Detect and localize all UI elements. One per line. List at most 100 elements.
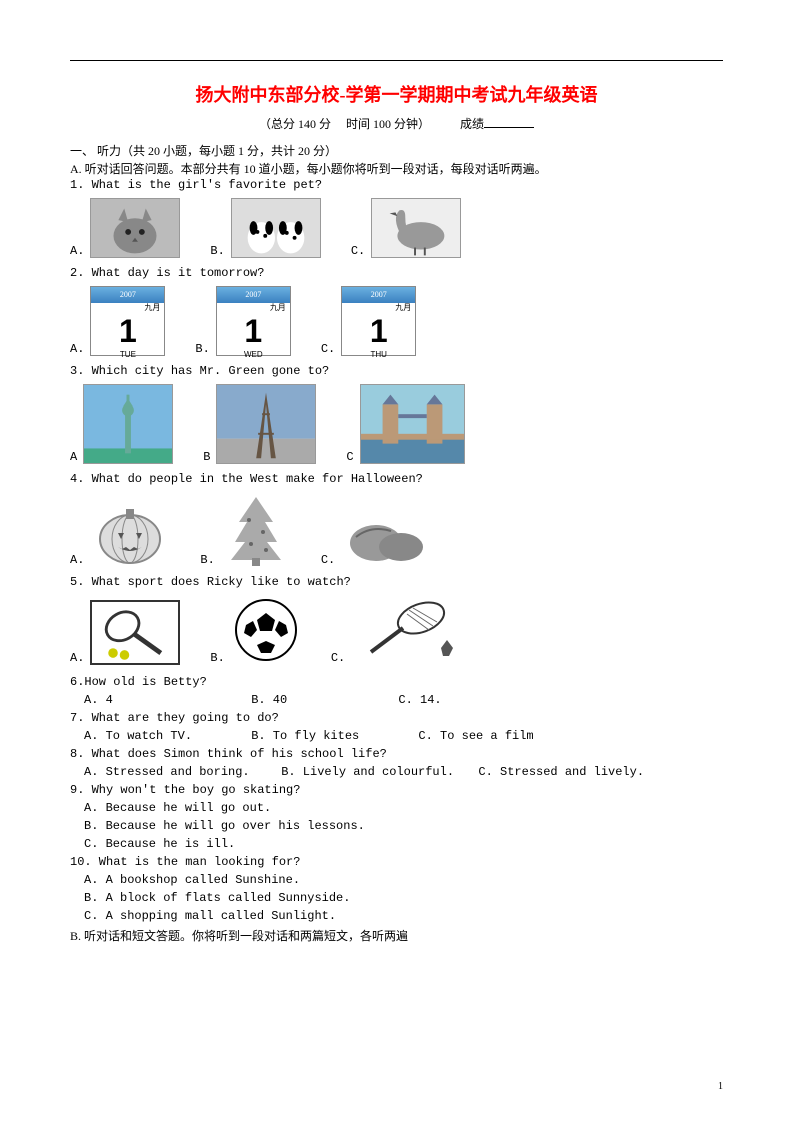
q5-label-a: A. <box>70 651 84 665</box>
q8: 8. What does Simon think of his school l… <box>70 745 723 781</box>
q6-c: C. 14. <box>398 693 441 707</box>
part-b-instruction: B. 听对话和短文答题。你将听到一段对话和两篇短文，各听两遍 <box>70 927 723 945</box>
meat-image <box>341 507 431 567</box>
cal-year-a: 2007 <box>91 287 164 303</box>
calendar-b: 2007 九月 1 WED <box>216 286 291 356</box>
q1-text: 1. What is the girl's favorite pet? <box>70 178 723 192</box>
q10-a: A. A bookshop called Sunshine. <box>70 871 723 889</box>
cal-month-b: 九月 <box>217 303 290 313</box>
q2-label-c: C. <box>321 342 335 356</box>
q8-text: 8. What does Simon think of his school l… <box>70 747 387 761</box>
q9-c: C. Because he is ill. <box>70 835 723 853</box>
q2-options: A. 2007 九月 1 TUE B. 2007 九月 1 WED C. 200… <box>70 286 723 356</box>
q5-label-c: C. <box>331 651 345 665</box>
q8-b: B. Lively and colourful. <box>281 763 471 781</box>
calendar-a: 2007 九月 1 TUE <box>90 286 165 356</box>
exam-subtitle: （总分 140 分 时间 100 分钟） 成绩 <box>70 115 723 132</box>
q4-label-c: C. <box>321 553 335 567</box>
cal-day-c: 1 <box>342 313 415 350</box>
pumpkin-image <box>90 497 170 567</box>
eiffel-image <box>216 384 316 464</box>
total-score: （总分 140 分 <box>259 117 331 131</box>
q1-option-b: B. <box>210 198 320 258</box>
q2-label-b: B. <box>195 342 209 356</box>
q1-label-b: B. <box>210 244 224 258</box>
cal-month-a: 九月 <box>91 303 164 313</box>
q4-option-c: C. <box>321 507 431 567</box>
q7-b: B. To fly kites <box>251 727 411 745</box>
q10: 10. What is the man looking for? A. A bo… <box>70 853 723 925</box>
q10-c: C. A shopping mall called Sunlight. <box>70 907 723 925</box>
q7-text: 7. What are they going to do? <box>70 711 279 725</box>
goose-image <box>371 198 461 258</box>
q2-option-b: B. 2007 九月 1 WED <box>195 286 290 356</box>
q9-a: A. Because he will go out. <box>70 799 723 817</box>
q10-text: 10. What is the man looking for? <box>70 855 300 869</box>
q6-a: A. 4 <box>84 691 244 709</box>
q4-label-a: A. <box>70 553 84 567</box>
q4-label-b: B. <box>200 553 214 567</box>
q5-label-b: B. <box>210 651 224 665</box>
score-label: 成绩 <box>460 117 484 131</box>
q4-options: A. B. C. <box>70 492 723 567</box>
q3-label-c: C <box>346 450 353 464</box>
calendar-c: 2007 九月 1 THU <box>341 286 416 356</box>
q1-option-a: A. <box>70 198 180 258</box>
cal-month-c: 九月 <box>342 303 415 313</box>
q6-b: B. 40 <box>251 691 391 709</box>
section1-heading: 一、 听力（共 20 小题，每小题 1 分，共计 20 分） <box>70 142 723 160</box>
cal-dow-b: WED <box>217 350 290 359</box>
q5-option-b: B. <box>210 595 300 665</box>
liberty-image <box>83 384 173 464</box>
q3-label-a: A <box>70 450 77 464</box>
cal-day-a: 1 <box>91 313 164 350</box>
header-rule <box>70 60 723 61</box>
q3-option-c: C <box>346 384 464 464</box>
badminton-image <box>351 600 461 665</box>
q3-option-b: B <box>203 384 316 464</box>
exam-title: 扬大附中东部分校-学第一学期期中考试九年级英语 <box>70 81 723 107</box>
q5-text: 5. What sport does Ricky like to watch? <box>70 575 723 589</box>
q9-b: B. Because he will go over his lessons. <box>70 817 723 835</box>
q3-text: 3. Which city has Mr. Green gone to? <box>70 364 723 378</box>
cal-dow-c: THU <box>342 350 415 359</box>
cal-year-c: 2007 <box>342 287 415 303</box>
tree-image <box>221 492 291 567</box>
q7: 7. What are they going to do? A. To watc… <box>70 709 723 745</box>
cal-year-b: 2007 <box>217 287 290 303</box>
tennis-image <box>90 600 180 665</box>
q1-option-c: C. <box>351 198 461 258</box>
q2-option-a: A. 2007 九月 1 TUE <box>70 286 165 356</box>
q1-options: A. B. <box>70 198 723 258</box>
q5-option-a: A. <box>70 600 180 665</box>
page-number: 1 <box>718 1081 723 1092</box>
q3-options: A B C <box>70 384 723 464</box>
q9: 9. Why won't the boy go skating? A. Beca… <box>70 781 723 853</box>
soccer-image <box>231 595 301 665</box>
q3-label-b: B <box>203 450 210 464</box>
q8-a: A. Stressed and boring. <box>84 763 274 781</box>
q5-options: A. B. C. <box>70 595 723 665</box>
q8-c: C. Stressed and lively. <box>478 765 644 779</box>
q7-a: A. To watch TV. <box>84 727 244 745</box>
q9-text: 9. Why won't the boy go skating? <box>70 783 300 797</box>
cal-dow-a: TUE <box>91 350 164 359</box>
q10-b: B. A block of flats called Sunnyside. <box>70 889 723 907</box>
score-blank <box>484 127 534 128</box>
tower-bridge-image <box>360 384 465 464</box>
q5-option-c: C. <box>331 600 461 665</box>
dalmatian-image <box>231 198 321 258</box>
q7-c: C. To see a film <box>418 729 533 743</box>
cat-image <box>90 198 180 258</box>
q6: 6.How old is Betty? A. 4 B. 40 C. 14. <box>70 673 723 709</box>
q2-text: 2. What day is it tomorrow? <box>70 266 723 280</box>
q1-label-a: A. <box>70 244 84 258</box>
q1-label-c: C. <box>351 244 365 258</box>
q2-label-a: A. <box>70 342 84 356</box>
part-a-instruction: A. 听对话回答问题。本部分共有 10 道小题，每小题你将听到一段对话，每段对话… <box>70 160 723 178</box>
q4-option-a: A. <box>70 497 170 567</box>
q3-option-a: A <box>70 384 173 464</box>
q2-option-c: C. 2007 九月 1 THU <box>321 286 416 356</box>
cal-day-b: 1 <box>217 313 290 350</box>
q4-option-b: B. <box>200 492 290 567</box>
